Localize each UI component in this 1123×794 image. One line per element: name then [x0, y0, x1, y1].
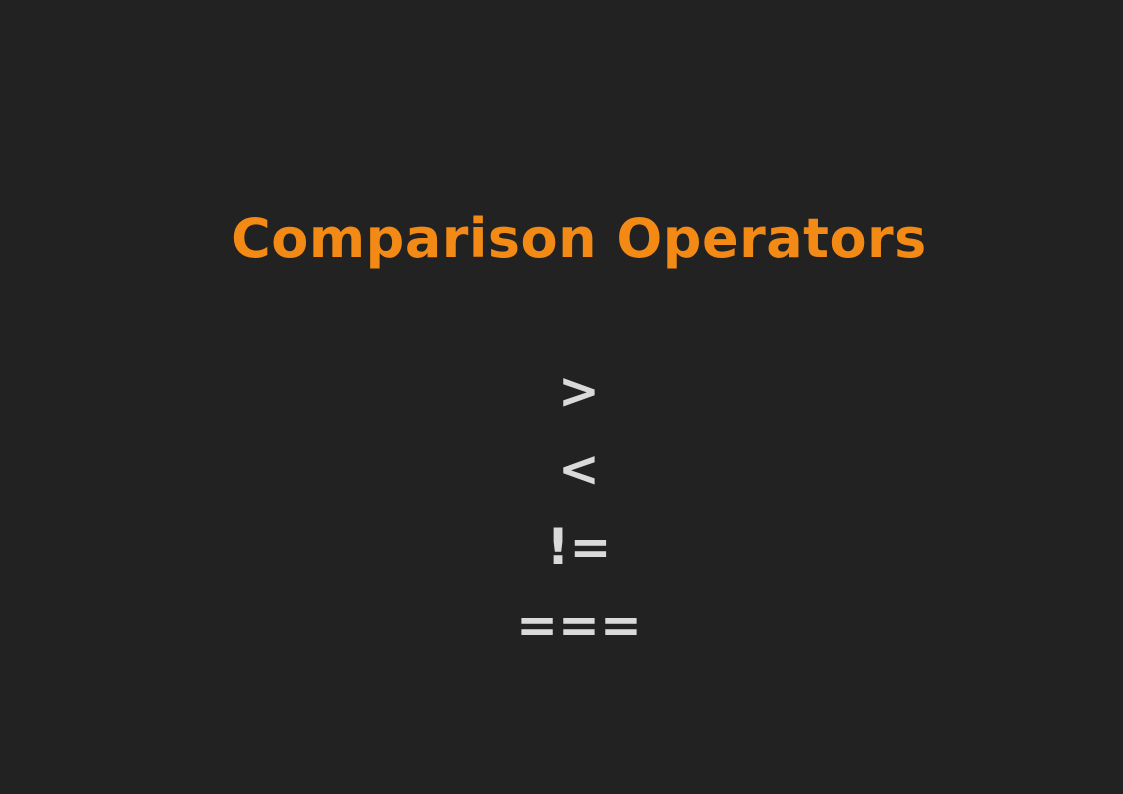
slide-title: Comparison Operators: [231, 207, 927, 270]
operator-list: > < != ===: [0, 352, 1123, 664]
operator-greater-than: >: [558, 362, 600, 420]
operator-less-than: <: [558, 440, 600, 498]
operator-not-equal: !=: [546, 518, 612, 576]
operator-strict-equal: ===: [516, 596, 642, 654]
